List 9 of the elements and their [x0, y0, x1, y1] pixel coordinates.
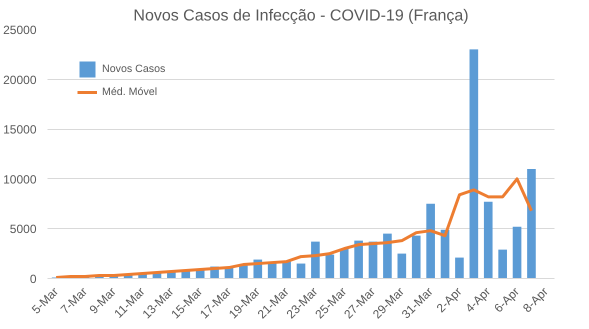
y-tick-label: 25000 — [3, 23, 37, 37]
y-tick-label: 0 — [30, 272, 37, 286]
y-tick-label: 20000 — [3, 72, 37, 87]
y-tick-label: 5000 — [10, 222, 37, 236]
y-tick-label: 10000 — [3, 172, 37, 186]
legend-label: Méd. Móvel — [102, 86, 158, 98]
legend-label: Novos Casos — [102, 63, 166, 75]
chart-title: Novos Casos de Infecção - COVID-19 (França) — [133, 8, 469, 24]
y-tick-label: 15000 — [3, 122, 37, 137]
